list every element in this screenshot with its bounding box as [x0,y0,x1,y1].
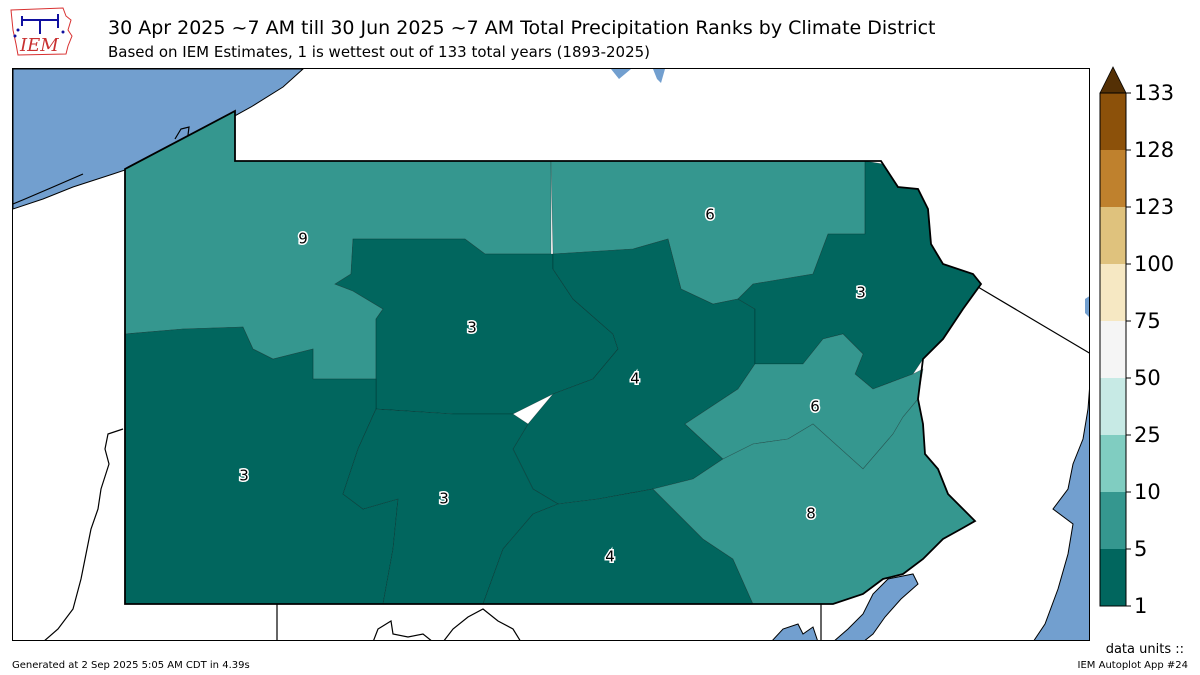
rank-label-upper-susquehanna: 4 [630,370,640,388]
data-units-label: data units :: [1105,642,1184,657]
colorbar-bin-1 [1100,93,1126,150]
colorbar-tick-123: 123 [1134,195,1174,219]
colorbar-bin-8 [1100,492,1126,549]
generated-timestamp: Generated at 2 Sep 2025 5:05 AM CDT in 4… [12,660,250,671]
rank-label-lehigh-valley: 6 [810,398,820,416]
colorbar-tick-50: 50 [1134,366,1161,390]
rank-label-southwest: 3 [239,467,249,485]
chart-subtitle: Based on IEM Estimates, 1 is wettest out… [108,43,651,61]
svg-text:IEM: IEM [19,35,59,56]
colorbar-tick-128: 128 [1134,138,1174,162]
delaware-bay [834,573,919,640]
colorbar-tick-133: 133 [1134,81,1174,105]
app-credit: IEM Autoplot App #24 [1077,660,1188,671]
iem-logo: IEM [8,6,76,58]
atlantic-ocean [1033,388,1089,640]
colorbar-bin-4 [1100,264,1126,321]
colorbar-bin-2 [1100,150,1126,207]
colorbar-bin-9 [1100,549,1126,606]
rank-label-pocono-mountains: 3 [856,284,866,302]
long-island-water [1085,296,1089,317]
colorbar-bin-7 [1100,435,1126,492]
colorbar-tick-1: 1 [1134,594,1147,618]
colorbar-tick-75: 75 [1134,309,1161,333]
rank-label-northwest: 9 [298,230,308,248]
colorbar-tick-10: 10 [1134,480,1161,504]
colorbar-tick-5: 5 [1134,537,1147,561]
colorbar-bin-6 [1100,378,1126,435]
lake-ontario [611,69,631,79]
pennsylvania-outline [124,109,983,605]
colorbar-bin-5 [1100,321,1126,378]
rank-label-south-central-mountains: 3 [439,490,449,508]
rank-label-southeast: 8 [806,505,816,523]
colorbar-tick-25: 25 [1134,423,1161,447]
chart-title: 30 Apr 2025 ~7 AM till 30 Jun 2025 ~7 AM… [108,17,936,39]
colorbar-frame [1099,92,1127,607]
colorbar-extend-arrow [1099,66,1127,94]
colorbar-bin-3 [1100,207,1126,264]
map-panel: 9 3 6 4 3 6 3 3 4 8 [12,68,1090,641]
erie-shore-tip [174,126,190,140]
rank-label-central-mountains: 3 [467,319,477,337]
lake-ontario-2 [653,69,665,83]
colorbar: 133 128 123 100 75 50 25 10 5 1 [1096,60,1200,620]
chesapeake-bay [772,623,818,640]
rank-label-lower-susquehanna: 4 [605,548,615,566]
colorbar-tick-100: 100 [1134,252,1174,276]
rank-label-north-central: 6 [705,206,715,224]
